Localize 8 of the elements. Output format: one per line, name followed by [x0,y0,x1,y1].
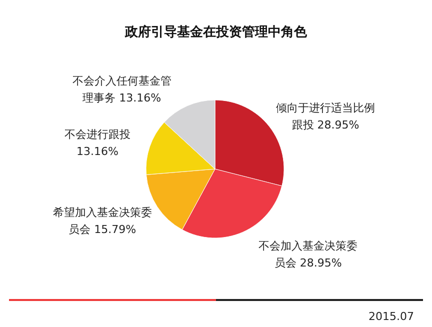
slice-label: 不会介入任何基金管理事务 13.16% [72,74,172,105]
slice-label: 希望加入基金决策委员会 15.79% [52,206,152,236]
slice-label: 不会进行跟投 [64,128,130,141]
slice-label: 不会加入基金决策委员会 28.95% [258,239,358,270]
text: 2015.07 [368,310,414,323]
chart-title: 政府引导基金在投资管理中角色 [124,24,308,40]
slice-label: 倾向于进行适当比例跟投 28.95% [276,102,376,132]
data-label: 13.16% [76,144,118,158]
